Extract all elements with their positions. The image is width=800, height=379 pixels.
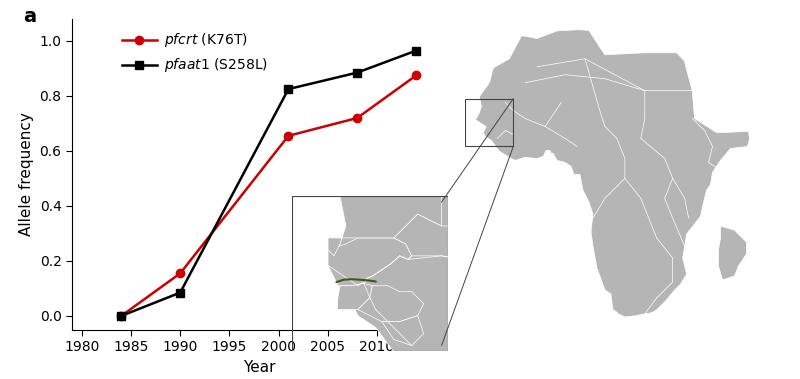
- Text: a: a: [23, 6, 37, 25]
- X-axis label: Year: Year: [242, 360, 275, 375]
- Legend: $\it{pfcrt}$ (K76T), $\it{pfaat1}$ (S258L): $\it{pfcrt}$ (K76T), $\it{pfaat1}$ (S258…: [116, 26, 273, 80]
- Polygon shape: [475, 30, 750, 317]
- Y-axis label: Allele frequency: Allele frequency: [19, 113, 34, 236]
- Polygon shape: [718, 226, 746, 280]
- Bar: [466, 99, 514, 146]
